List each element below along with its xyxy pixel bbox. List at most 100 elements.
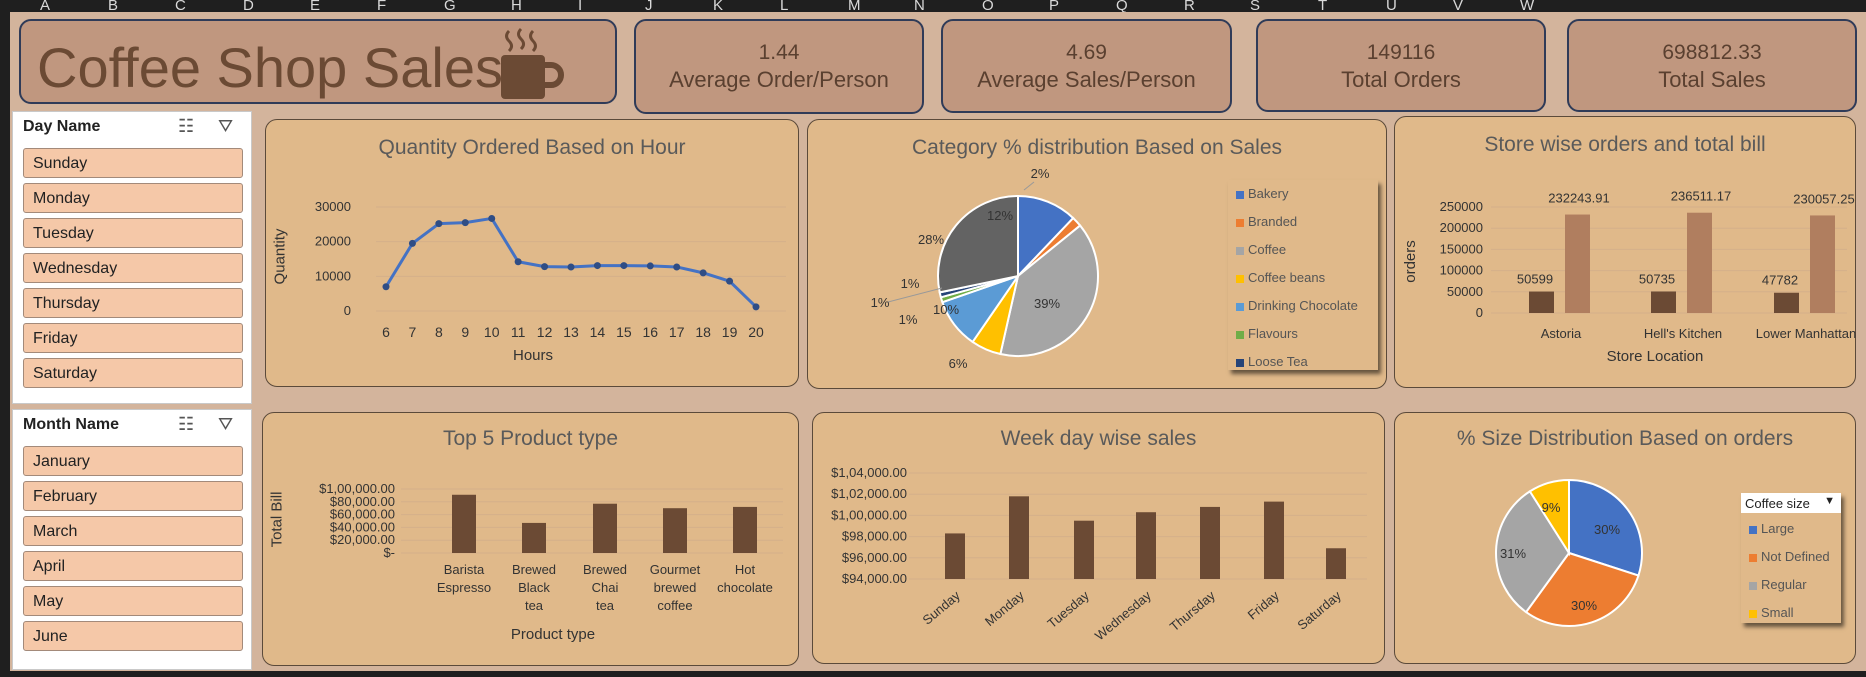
legend-item[interactable]: Not Defined (1749, 549, 1830, 564)
kpi-value: 149116 (1366, 41, 1436, 64)
column-letter[interactable]: W (1520, 0, 1535, 12)
data-label: 12% (987, 208, 1013, 223)
column-letter[interactable]: E (310, 0, 321, 12)
slicer-item-sunday[interactable]: Sunday (23, 148, 243, 178)
x-tick-label: Gourmet brewed coffee (650, 562, 701, 613)
slicer-item-monday[interactable]: Monday (23, 183, 243, 213)
legend-item[interactable]: Large (1749, 521, 1794, 536)
kpi-total-orders: 149116 Total Orders (1256, 19, 1546, 112)
multi-select-icon[interactable]: ☷ (178, 414, 195, 434)
column-letter[interactable]: N (914, 0, 925, 12)
column-letter[interactable]: O (982, 0, 994, 12)
data-label: 50735 (1639, 271, 1675, 286)
y-tick-label: $- (383, 545, 395, 560)
legend-label: Loose Tea (1248, 354, 1308, 369)
bar (1009, 496, 1029, 579)
weekday-sales-chart[interactable]: Week day wise sales $1,04,000.00 $1,02,00… (812, 412, 1385, 664)
legend-item[interactable]: Loose Tea (1236, 354, 1308, 369)
leader-line (887, 287, 943, 303)
legend-item[interactable]: Coffee beans (1236, 270, 1325, 285)
column-letter[interactable]: J (645, 0, 653, 12)
kpi-average-order: 1.44 Average Order/Person (634, 19, 924, 114)
column-letter[interactable]: A (40, 0, 51, 12)
column-letter[interactable]: R (1184, 0, 1195, 12)
day-name-slicer[interactable]: Day Name ☷ ⛛ Sunday Monday Tuesday Wedne… (12, 111, 252, 404)
bar-orders (1529, 291, 1554, 313)
data-label: 236511.17 (1671, 189, 1732, 204)
x-tick-label: 9 (461, 324, 469, 340)
slicer-item-january[interactable]: January (23, 446, 243, 476)
column-letter[interactable]: B (108, 0, 119, 12)
legend-title[interactable]: Coffee size ▼ (1741, 493, 1841, 513)
dropdown-arrow-icon[interactable]: ▼ (1824, 495, 1835, 507)
column-letter[interactable]: M (848, 0, 861, 12)
column-letter[interactable]: C (175, 0, 186, 12)
bar-total-bill (1565, 214, 1590, 313)
chart-title: Week day wise sales (1000, 427, 1197, 450)
bar (452, 494, 476, 553)
column-letter[interactable]: I (578, 0, 583, 12)
slicer-item-wednesday[interactable]: Wednesday (23, 253, 243, 283)
slicer-item-april[interactable]: April (23, 551, 243, 581)
store-chart-svg: 250000 200000 150000 100000 50000 0 50599 23224… (1440, 189, 1857, 341)
x-tick-label: Barista Espresso (437, 562, 491, 595)
chart-title: Quantity Ordered Based on Hour (378, 136, 686, 159)
data-label: 6% (949, 356, 968, 371)
column-letter[interactable]: Q (1116, 0, 1128, 12)
column-letter[interactable]: G (444, 0, 456, 12)
legend-item[interactable]: Flavours (1236, 326, 1298, 341)
pie-slice (1524, 551, 1640, 627)
legend-item[interactable]: Regular (1749, 577, 1807, 592)
data-point (435, 220, 443, 228)
column-letter[interactable]: S (1250, 0, 1261, 12)
legend-item[interactable]: Coffee (1236, 242, 1286, 257)
category-legend[interactable]: Bakery Branded Coffee Coffee beans Drinking … (1228, 180, 1378, 370)
multi-select-icon[interactable]: ☷ (178, 116, 195, 136)
column-letter[interactable]: F (377, 0, 387, 12)
legend-item[interactable]: Bakery (1236, 186, 1288, 201)
month-name-slicer[interactable]: Month Name ☷ ⛛ January February March Ap… (12, 409, 252, 670)
legend-item[interactable]: Branded (1236, 214, 1297, 229)
slicer-item-june[interactable]: June (23, 621, 243, 651)
store-orders-chart[interactable]: Store wise orders and total bill 250000 2… (1394, 116, 1856, 388)
clear-filter-icon[interactable]: ⛛ (218, 414, 234, 434)
column-letter[interactable]: L (780, 0, 789, 12)
top-product-chart[interactable]: Top 5 Product type $1,00,000.00 $80,000.0… (262, 412, 799, 666)
column-letter[interactable]: T (1318, 0, 1328, 12)
column-letter[interactable]: D (243, 0, 254, 12)
legend-label: Coffee (1248, 242, 1287, 257)
kpi-value: 1.44 (758, 41, 800, 64)
coffee-size-legend[interactable]: Coffee size ▼ Large Not Defined Regular Sma… (1741, 493, 1841, 623)
x-tick-label: Tuesday (1044, 587, 1092, 631)
legend-swatch (1749, 553, 1757, 562)
slicer-item-saturday[interactable]: Saturday (23, 358, 243, 388)
legend-label: Regular (1761, 577, 1807, 592)
category-distribution-chart[interactable]: Category % distribution Based on Sales 1… (807, 119, 1387, 389)
chart-title: Store wise orders and total bill (1484, 133, 1766, 156)
column-letter[interactable]: V (1453, 0, 1464, 12)
y-tick-label: 50000 (1447, 284, 1483, 299)
column-letter[interactable]: K (713, 0, 724, 12)
legend-swatch (1236, 330, 1244, 339)
size-distribution-chart[interactable]: % Size Distribution Based on orders 30% 3… (1394, 412, 1856, 664)
data-label: 10% (933, 302, 959, 317)
slicer-item-may[interactable]: May (23, 586, 243, 616)
column-letter[interactable]: P (1049, 0, 1060, 12)
clear-filter-icon[interactable]: ⛛ (218, 116, 234, 136)
legend-item[interactable]: Small (1749, 605, 1794, 620)
slicer-item-friday[interactable]: Friday (23, 323, 243, 353)
slicer-item-thursday[interactable]: Thursday (23, 288, 243, 318)
chart-title: Top 5 Product type (442, 427, 619, 450)
column-letter[interactable]: U (1386, 0, 1397, 12)
slicer-item-february[interactable]: February (23, 481, 243, 511)
data-label: 9% (1542, 500, 1561, 515)
slicer-item-march[interactable]: March (23, 516, 243, 546)
column-letter[interactable]: H (511, 0, 522, 12)
slicer-title: Month Name (23, 416, 119, 433)
legend-item[interactable]: Drinking Chocolate (1236, 298, 1358, 313)
chart-title: % Size Distribution Based on orders (1456, 427, 1794, 450)
y-axis-label: orders (1401, 240, 1419, 283)
weekday-chart-svg: $1,04,000.00 $1,02,000.00 $1,00,000.00 $98,… (831, 465, 1367, 643)
hourly-quantity-chart[interactable]: Quantity Ordered Based on Hour 30000 2000… (265, 119, 799, 387)
slicer-item-tuesday[interactable]: Tuesday (23, 218, 243, 248)
